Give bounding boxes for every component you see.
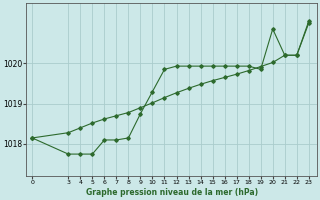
X-axis label: Graphe pression niveau de la mer (hPa): Graphe pression niveau de la mer (hPa) — [86, 188, 258, 197]
